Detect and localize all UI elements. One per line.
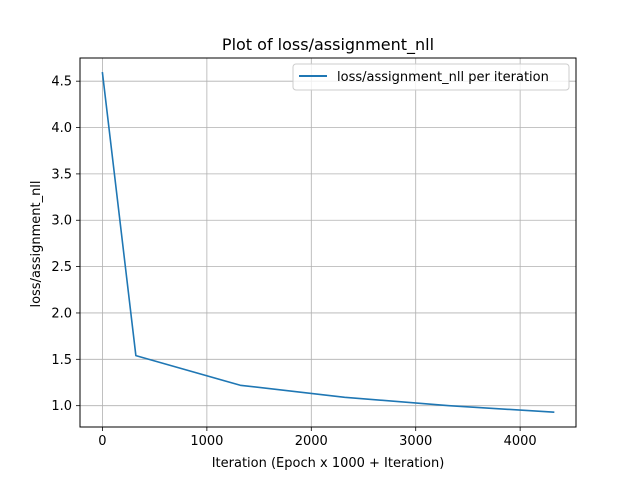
grid [80, 58, 576, 427]
legend: loss/assignment_nll per iteration [292, 63, 570, 91]
y-tick-label: 3.5 [51, 167, 72, 182]
legend-box [292, 63, 570, 91]
y-tick-label: 1.0 [51, 399, 72, 414]
x-tick-label: 2000 [295, 434, 328, 449]
x-axis-label: Iteration (Epoch x 1000 + Iteration) [212, 456, 445, 471]
plot-frame [79, 57, 577, 428]
y-tick-label: 4.0 [51, 121, 72, 136]
x-tick-label: 4000 [504, 434, 537, 449]
legend-entry-label: loss/assignment_nll per iteration [337, 70, 549, 85]
y-tick-label: 3.0 [51, 214, 72, 229]
y-axis-label: loss/assignment_nll [29, 180, 44, 307]
y-tick-label: 1.5 [51, 353, 72, 368]
x-tick-label: 0 [98, 434, 106, 449]
y-tick-label: 2.5 [51, 260, 72, 275]
y-tick-label: 4.5 [51, 75, 72, 90]
series-layer [101, 71, 555, 414]
y-axis-ticks: 1.0 1.5 2.0 2.5 3.0 3.5 4.0 4.5 [51, 75, 80, 414]
x-tick-label: 3000 [399, 434, 432, 449]
series-line [101, 71, 555, 414]
y-tick-label: 2.0 [51, 306, 72, 321]
x-tick-label: 1000 [190, 434, 223, 449]
x-axis-ticks: 0 1000 2000 3000 4000 [98, 427, 537, 449]
chart-title: Plot of loss/assignment_nll [222, 35, 434, 55]
